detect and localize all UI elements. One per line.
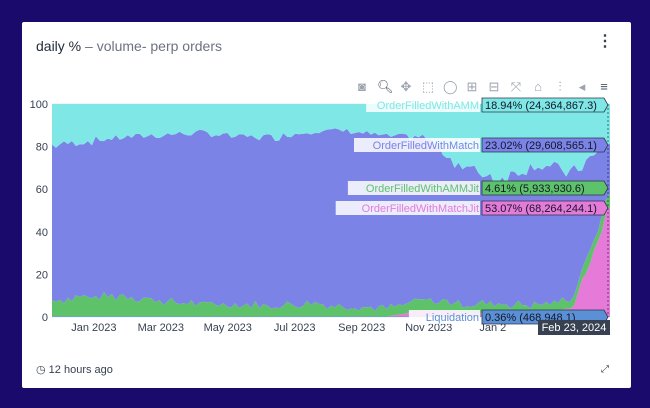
camera-icon[interactable]: ◙ — [358, 79, 366, 94]
hover-name-bg — [335, 201, 480, 215]
y-tick-label: 0 — [42, 312, 48, 324]
y-tick-label: 60 — [36, 184, 48, 196]
hover-value-box — [481, 180, 609, 196]
stacked-area-chart[interactable]: 0 20 40 60 80 100 Jan 2023 Mar 2023 May 2023 Jul … — [22, 22, 631, 388]
y-tick-label: 80 — [36, 142, 48, 154]
hover-series-name: OrderFilledWithMatchJit — [362, 203, 479, 215]
x-tick-label: Jul 2023 — [274, 322, 316, 334]
lasso-select-icon[interactable]: ◯ — [443, 79, 458, 94]
card-title-sub: – volume- perp orders — [81, 38, 222, 54]
hover-compare-icon[interactable]: ≡ — [600, 79, 608, 94]
x-tick-label: Jan 2 — [479, 322, 506, 334]
series-area-OrderFilledWithAMMJit — [52, 193, 610, 317]
hover-date-box — [538, 320, 610, 335]
box-select-icon[interactable]: ⬚ — [421, 79, 435, 94]
zoom-out-icon[interactable]: ⊟ — [488, 79, 500, 94]
card-title: daily % – volume- perp orders — [36, 38, 222, 54]
hover-name-bg — [366, 98, 480, 112]
footer-timestamp: 12 hours ago — [48, 364, 113, 376]
x-tick-label: May 2023 — [204, 322, 252, 334]
series-area-OrderFilledWithMatch — [52, 128, 610, 311]
series-area-OrderFilledWithAMM — [52, 104, 610, 185]
hover-closest-icon[interactable]: ◂ — [578, 79, 586, 94]
zoom-icon[interactable]: 🔍︎ — [377, 79, 394, 94]
card-footer: ◷ 12 hours ago — [36, 363, 113, 376]
hover-value-box — [481, 97, 609, 113]
hover-value-text: 53.07% (68,264,244.1) — [485, 203, 597, 215]
hover-series-name: OrderFilledWithMatch — [373, 140, 479, 152]
reset-axes-icon[interactable]: ⌂ — [534, 79, 542, 94]
x-tick-label: Mar 2023 — [138, 322, 184, 334]
hover-series-name: OrderFilledWithAMMJit — [366, 183, 479, 195]
hover-series-name: Liquidation — [426, 312, 479, 324]
hover-value-text: 4.61% (5,933,930.6) — [485, 183, 585, 195]
hover-name-bg — [354, 138, 480, 152]
y-tick-label: 40 — [36, 227, 48, 239]
hover-value-box — [481, 137, 609, 153]
hover-name-bg — [347, 181, 480, 195]
hover-name-bg — [408, 310, 480, 324]
y-tick-label: 20 — [36, 269, 48, 281]
y-tick-label: 100 — [30, 99, 48, 111]
expand-icon[interactable]: ⤢ — [601, 364, 609, 375]
autoscale-icon[interactable]: ⤧ — [510, 79, 522, 94]
x-tick-label: Sep 2023 — [338, 322, 385, 334]
card-title-main: daily % — [36, 38, 82, 54]
x-tick-label: Nov 2023 — [405, 322, 452, 334]
hover-value-text: 18.94% (24,364,867.3) — [485, 100, 597, 112]
chart-toolbar: ◙ 🔍︎ ✥ ⬚ ◯ ⊞ ⊟ ⤧ ⌂ ⫶ ◂ ≡ — [355, 79, 611, 95]
hover-series-name: OrderFilledWithAMM — [377, 100, 479, 112]
kebab-menu-icon[interactable]: ⋮ — [597, 33, 613, 50]
hover-date-label: Feb 23, 2024 — [542, 322, 607, 334]
pan-icon[interactable]: ✥ — [400, 79, 412, 94]
hover-value-text: 23.02% (29,608,565.1) — [485, 140, 597, 152]
chart-card: daily % – volume- perp orders ⋮ ◙ 🔍︎ ✥ ⬚… — [22, 22, 631, 388]
clock-icon: ◷ — [36, 364, 46, 376]
zoom-in-icon[interactable]: ⊞ — [466, 79, 478, 94]
hover-value-box — [481, 200, 609, 216]
x-tick-label: Jan 2023 — [71, 322, 116, 334]
spike-lines-icon[interactable]: ⫶ — [558, 79, 562, 94]
